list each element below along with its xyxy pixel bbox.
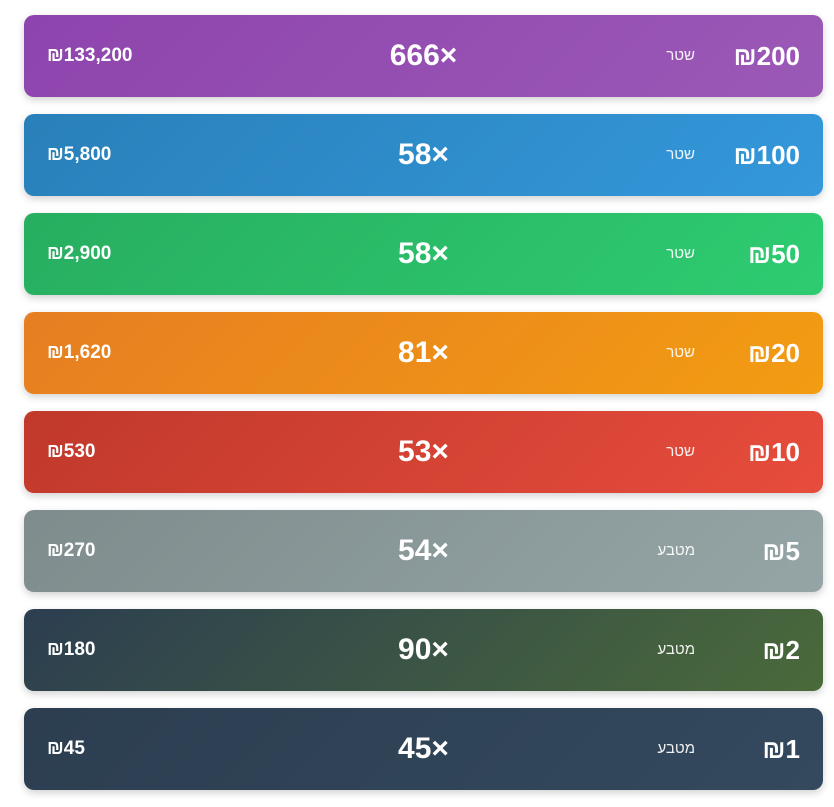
row-denomination: ₪2 xyxy=(762,635,800,665)
row-count-wrap: 45× xyxy=(24,708,823,790)
row-denomination: ₪20 xyxy=(748,338,800,368)
row-count: 54× xyxy=(398,534,449,567)
row-count: 58× xyxy=(398,237,449,270)
row-denomination: ₪10 xyxy=(748,437,800,467)
denomination-row-5: ₪270 54× מטבע ₪5 xyxy=(24,510,823,592)
row-type: שטר xyxy=(666,245,695,262)
row-denomination: ₪200 xyxy=(733,41,800,71)
row-type: מטבע xyxy=(657,740,696,757)
row-type: שטר xyxy=(666,146,695,163)
row-type: מטבע xyxy=(657,641,696,658)
row-count: 53× xyxy=(398,435,449,468)
denomination-row-10: ₪530 53× שטר ₪10 xyxy=(24,411,823,493)
row-count: 81× xyxy=(398,336,449,369)
row-count-wrap: 58× xyxy=(24,114,823,196)
row-total: ₪270 xyxy=(47,540,96,561)
row-count-wrap: 54× xyxy=(24,510,823,592)
row-count-wrap: 58× xyxy=(24,213,823,295)
row-type: שטר xyxy=(666,443,695,460)
row-type: שטר xyxy=(666,47,695,64)
denomination-list: ₪133,200 666× שטר ₪200 ₪5,800 58× שטר ₪1… xyxy=(24,15,823,807)
denomination-row-1: ₪45 45× מטבע ₪1 xyxy=(24,708,823,790)
denomination-row-100: ₪5,800 58× שטר ₪100 xyxy=(24,114,823,196)
row-total: ₪1,620 xyxy=(47,342,112,363)
row-count-wrap: 53× xyxy=(24,411,823,493)
row-denomination: ₪50 xyxy=(748,239,800,269)
denomination-row-2: ₪180 90× מטבע ₪2 xyxy=(24,609,823,691)
row-total: ₪530 xyxy=(47,441,96,462)
row-type: מטבע xyxy=(657,542,696,559)
row-count: 58× xyxy=(398,138,449,171)
row-denomination: ₪100 xyxy=(733,140,800,170)
row-total: ₪5,800 xyxy=(47,144,112,165)
denomination-row-200: ₪133,200 666× שטר ₪200 xyxy=(24,15,823,97)
row-denomination: ₪5 xyxy=(762,536,800,566)
row-type: שטר xyxy=(666,344,695,361)
row-total: ₪133,200 xyxy=(47,45,133,66)
row-count-wrap: 90× xyxy=(24,609,823,691)
row-total: ₪45 xyxy=(47,738,85,759)
row-count: 45× xyxy=(398,732,449,765)
row-count: 666× xyxy=(389,39,458,72)
row-count: 90× xyxy=(398,633,449,666)
denomination-row-20: ₪1,620 81× שטר ₪20 xyxy=(24,312,823,394)
row-denomination: ₪1 xyxy=(762,734,800,764)
row-total: ₪2,900 xyxy=(47,243,112,264)
row-count-wrap: 666× xyxy=(24,15,823,97)
denomination-row-50: ₪2,900 58× שטר ₪50 xyxy=(24,213,823,295)
row-count-wrap: 81× xyxy=(24,312,823,394)
row-total: ₪180 xyxy=(47,639,96,660)
